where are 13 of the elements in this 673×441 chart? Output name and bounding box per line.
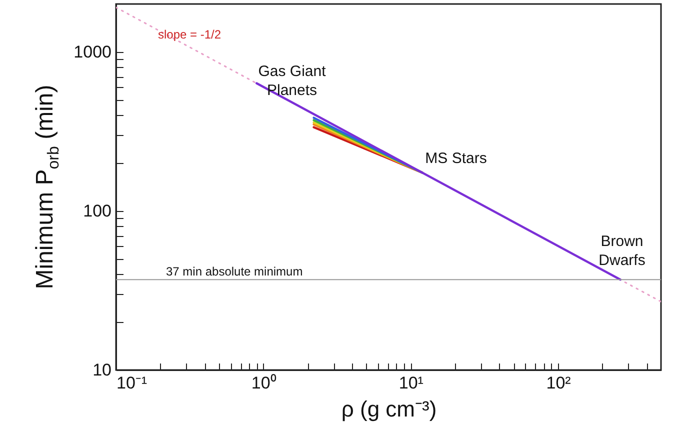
annotation: Brown Dwarfs <box>598 233 646 269</box>
x-tick-label: 10¹ <box>398 374 424 392</box>
x-axis-title: ρ (g cm⁻³) <box>341 396 437 422</box>
y-tick-label: 1000 <box>74 42 112 62</box>
annotation: MS Stars <box>425 150 487 167</box>
ref-line-label: 37 min absolute minimum <box>166 264 303 279</box>
y-tick-label: 100 <box>83 201 112 220</box>
x-tick-label: 10⁰ <box>251 374 276 392</box>
x-tick-label: 10² <box>546 374 572 392</box>
series-label: slope = -1/2 <box>158 27 222 42</box>
annotation: Gas Giant Planets <box>258 63 327 99</box>
x-tick-label: 10⁻¹ <box>116 374 148 392</box>
y-tick-label: 10 <box>92 360 112 380</box>
